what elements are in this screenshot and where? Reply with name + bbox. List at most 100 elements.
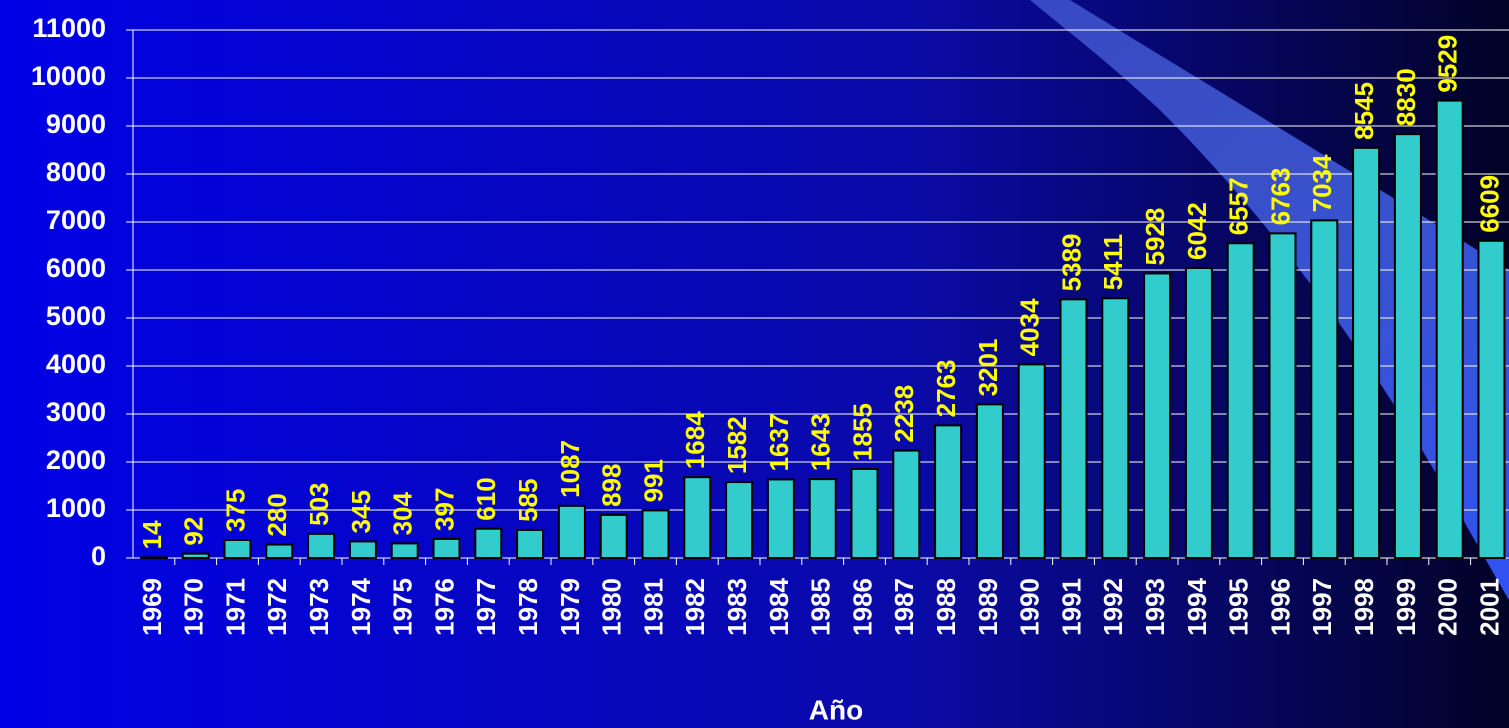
data-label: 345 — [346, 490, 376, 533]
x-tick-label: 1969 — [137, 578, 167, 636]
x-tick-label: 1993 — [1140, 578, 1170, 636]
bar — [683, 476, 712, 559]
y-tick-label: 6000 — [46, 253, 106, 283]
data-label: 8830 — [1391, 68, 1421, 126]
x-tick-label: 1978 — [513, 578, 543, 636]
data-label: 5389 — [1056, 233, 1086, 291]
data-label: 304 — [388, 491, 418, 535]
bar — [641, 509, 670, 560]
bar — [725, 481, 754, 559]
data-label: 6763 — [1265, 168, 1295, 226]
bar — [766, 478, 795, 560]
bar — [432, 537, 461, 559]
data-label: 991 — [638, 459, 668, 502]
data-label: 3201 — [973, 339, 1003, 397]
bar — [1017, 363, 1046, 560]
bar — [808, 478, 837, 559]
bar — [599, 513, 628, 559]
data-label: 585 — [513, 479, 543, 522]
data-label: 1087 — [555, 440, 585, 498]
x-tick-label: 1983 — [722, 578, 752, 636]
data-label: 6609 — [1474, 175, 1504, 233]
bar — [934, 424, 963, 559]
data-label: 14 — [137, 520, 167, 549]
x-tick-label: 1979 — [555, 578, 585, 636]
y-tick-label: 8000 — [46, 157, 106, 187]
bar — [307, 532, 336, 560]
x-tick-label: 1999 — [1391, 578, 1421, 636]
y-tick-label: 2000 — [46, 445, 106, 475]
y-tick-label: 3000 — [46, 397, 106, 427]
x-axis-title: Año — [809, 694, 863, 725]
data-label: 1582 — [722, 416, 752, 474]
data-label: 8545 — [1349, 82, 1379, 140]
x-tick-label: 1996 — [1265, 578, 1295, 636]
bar — [1101, 297, 1130, 559]
data-label: 5411 — [1098, 234, 1128, 290]
x-tick-label: 1970 — [179, 578, 209, 636]
bar — [139, 556, 168, 560]
x-tick-label: 1984 — [764, 577, 794, 635]
y-tick-label: 4000 — [46, 349, 106, 379]
x-tick-label: 1976 — [429, 578, 459, 636]
x-tick-label: 1989 — [973, 578, 1003, 636]
data-label: 397 — [429, 488, 459, 531]
x-tick-label: 1972 — [262, 578, 292, 636]
bar — [1059, 298, 1088, 559]
bar — [181, 552, 210, 559]
y-tick-label: 11000 — [32, 13, 106, 43]
bar — [1435, 99, 1464, 559]
x-tick-label: 2000 — [1433, 578, 1463, 636]
data-label: 2763 — [931, 360, 961, 418]
y-tick-label: 0 — [91, 541, 106, 571]
x-tick-label: 1988 — [931, 578, 961, 636]
bar — [1226, 242, 1255, 559]
x-tick-label: 1985 — [806, 578, 836, 636]
x-tick-label: 1974 — [346, 577, 376, 635]
bar — [1352, 146, 1381, 559]
data-label: 4034 — [1015, 298, 1045, 356]
y-tick-label: 10000 — [31, 61, 106, 91]
data-label: 9529 — [1433, 35, 1463, 93]
bar — [474, 527, 503, 559]
bar — [892, 449, 921, 559]
bar — [516, 528, 545, 559]
bar — [265, 543, 294, 559]
y-tick-label: 5000 — [46, 301, 106, 331]
data-label: 280 — [262, 493, 292, 536]
data-label: 898 — [597, 464, 627, 507]
bar — [390, 542, 419, 560]
x-tick-label: 1982 — [680, 578, 710, 636]
data-label: 2238 — [889, 385, 919, 443]
data-label: 503 — [304, 482, 334, 525]
data-label: 6042 — [1182, 202, 1212, 260]
x-tick-label: 1975 — [388, 578, 418, 636]
data-label: 7034 — [1307, 154, 1337, 212]
bar — [1393, 133, 1422, 559]
x-tick-label: 1998 — [1349, 578, 1379, 636]
data-label: 1637 — [764, 414, 794, 472]
x-tick-label: 1991 — [1056, 578, 1086, 636]
data-label: 1684 — [680, 411, 710, 469]
x-tick-label: 1994 — [1182, 577, 1212, 635]
bar — [975, 403, 1004, 559]
x-tick-label: 1986 — [847, 578, 877, 636]
data-label: 92 — [179, 517, 209, 546]
bar — [223, 539, 252, 559]
bar — [1477, 239, 1506, 559]
bar — [850, 467, 879, 559]
bar — [1143, 272, 1172, 559]
data-label: 5928 — [1140, 208, 1170, 266]
bar — [1184, 266, 1213, 559]
data-label: 375 — [220, 489, 250, 532]
data-label: 610 — [471, 477, 501, 520]
x-tick-label: 1987 — [889, 578, 919, 636]
y-tick-label: 7000 — [46, 205, 106, 235]
x-tick-label: 1971 — [220, 578, 250, 636]
x-tick-label: 1973 — [304, 578, 334, 636]
x-tick-label: 1997 — [1307, 578, 1337, 636]
bar — [1268, 232, 1297, 559]
bar — [1310, 219, 1339, 559]
x-tick-label: 1981 — [638, 578, 668, 636]
